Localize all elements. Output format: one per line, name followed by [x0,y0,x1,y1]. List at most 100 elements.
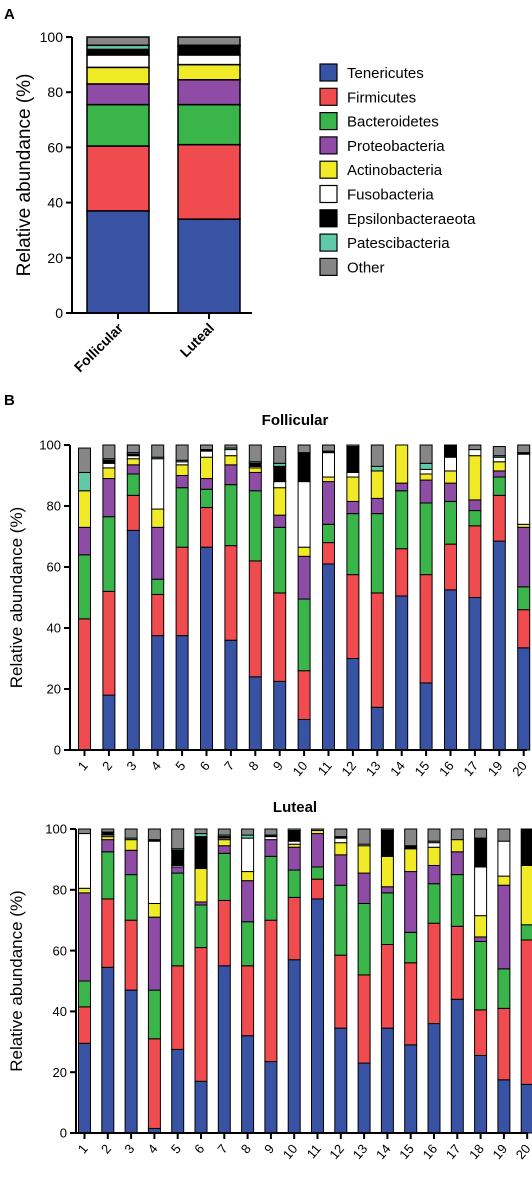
bar-tenericutes-16 [427,1023,441,1134]
bar-proteobacteria-13 [357,872,371,904]
bar-firmicutes-8 [241,965,255,1037]
bar-tenericutes-18 [474,1054,488,1134]
bar-firmicutes-14 [380,944,394,1029]
bar-firmicutes-16 [427,922,441,1025]
bar-actinobacteria-19 [492,461,506,472]
bar-tenericutes-4 [151,635,165,751]
x-tick-label: 15 [412,758,433,779]
x-tick-label: 19 [489,1141,510,1162]
legend-swatch-tenericutes [319,63,338,82]
bar-firmicutes-3 [124,919,138,991]
x-tick-label: 20 [513,1141,532,1162]
bar-actinobacteria-14 [380,855,394,888]
legend-label-patescibacteria: Patescibacteria [347,235,450,252]
bar-firmicutes-12 [346,574,360,659]
x-tick-label: 13 [350,1141,371,1162]
bar-proteobacteria-10 [297,555,311,600]
bar-epsilonbacteraeota-16 [444,444,457,458]
bar-firmicutes-20 [517,609,531,649]
bar-other-4 [147,828,161,841]
bar-tenericutes-13 [357,1062,371,1134]
bar-proteobacteria-3 [124,849,138,876]
bar-proteobacteria-15 [419,479,433,504]
legend-swatch-proteobacteria [319,136,338,155]
bar-actinobacteria-17 [450,839,464,853]
bar-bacteroidetes-15 [404,931,418,964]
bar-bacteroidetes-1 [78,554,91,620]
y-axis-label: Relative abundance (%) [7,507,26,688]
bar-other-7 [224,444,238,449]
bar-fusobacteria-18 [474,866,488,917]
bar-actinobacteria-7 [217,839,231,847]
bar-actinobacteria-4 [147,902,161,918]
bar-bacteroidetes-6 [200,488,213,509]
bar-firmicutes-19 [492,494,506,542]
bar-fusobacteria-6 [200,450,213,458]
panel-a-label: A [4,6,15,23]
bar-fusobacteria-luteal [177,54,241,66]
bar-tenericutes-9 [273,680,287,751]
x-tick-label: 9 [261,1141,277,1156]
bar-firmicutes-3 [126,494,140,531]
bar-proteobacteria-follicular [86,83,150,106]
bar-fusobacteria-4 [147,840,161,904]
x-tick-label: 7 [221,758,237,773]
bar-firmicutes-6 [194,947,208,1082]
y-tick-label: 40 [47,195,63,211]
y-tick-label: 80 [47,84,63,100]
bar-firmicutes-11 [311,878,324,900]
bar-bacteroidetes-14 [380,892,394,946]
bar-firmicutes-8 [248,560,262,678]
bar-proteobacteria-19 [497,884,511,970]
bar-tenericutes-luteal [177,218,241,314]
bar-proteobacteria-1 [78,892,91,982]
x-tick-label: 18 [466,1141,487,1162]
legend-label-firmicutes: Firmicutes [347,89,416,106]
bar-actinobacteria-10 [297,546,311,557]
bar-fusobacteria-16 [427,842,441,848]
bar-actinobacteria-13 [357,845,371,874]
bar-fusobacteria-12 [346,471,360,478]
bar-fusobacteria-2 [102,462,116,469]
bar-actinobacteria-14 [395,444,409,484]
bar-proteobacteria-14 [380,886,394,894]
legend-swatch-firmicutes [319,87,338,106]
bar-fusobacteria-8 [241,837,255,873]
bar-bacteroidetes-20 [520,924,532,941]
bar-actinobacteria-5 [175,464,189,477]
x-tick-label: 8 [245,758,261,773]
bar-bacteroidetes-11 [322,523,335,544]
bar-bacteroidetes-13 [370,513,384,594]
bar-epsilonbacteraeota-5 [171,849,185,866]
x-tick-label: 8 [238,1141,254,1156]
bar-bacteroidetes-14 [395,490,409,550]
bar-actinobacteria-16 [444,470,457,484]
bar-tenericutes-3 [124,989,138,1134]
bar-actinobacteria-6 [200,456,213,480]
y-tick-label: 80 [47,499,61,514]
bar-actinobacteria-11 [322,476,335,483]
bar-proteobacteria-18 [474,936,488,942]
bar-actinobacteria-15 [419,473,433,481]
x-tick-label: Follicular [71,319,127,375]
panel-a-chart: 0 20 40 60 80 100 Relative abundance (%) Follic… [14,29,252,375]
bar-firmicutes-4 [147,1038,161,1129]
bar-proteobacteria-19 [492,470,506,478]
x-tick-label: 4 [145,1141,161,1156]
bar-firmicutes-5 [171,965,185,1050]
bar-actinobacteria-8 [248,467,262,473]
bar-proteobacteria-8 [241,880,255,923]
bar-proteobacteria-2 [101,839,115,853]
legend-label-other: Other [347,259,385,276]
y-tick-label: 60 [47,139,63,155]
bar-other-6 [200,444,213,451]
bar-other-1 [78,828,91,835]
bar-other-luteal [177,36,241,47]
x-tick-label: 17 [460,758,481,779]
bar-proteobacteria-luteal [177,79,241,106]
bar-epsilonbacteraeota-9 [273,465,287,483]
legend-swatch-epsilonbacteraeota [319,209,338,228]
